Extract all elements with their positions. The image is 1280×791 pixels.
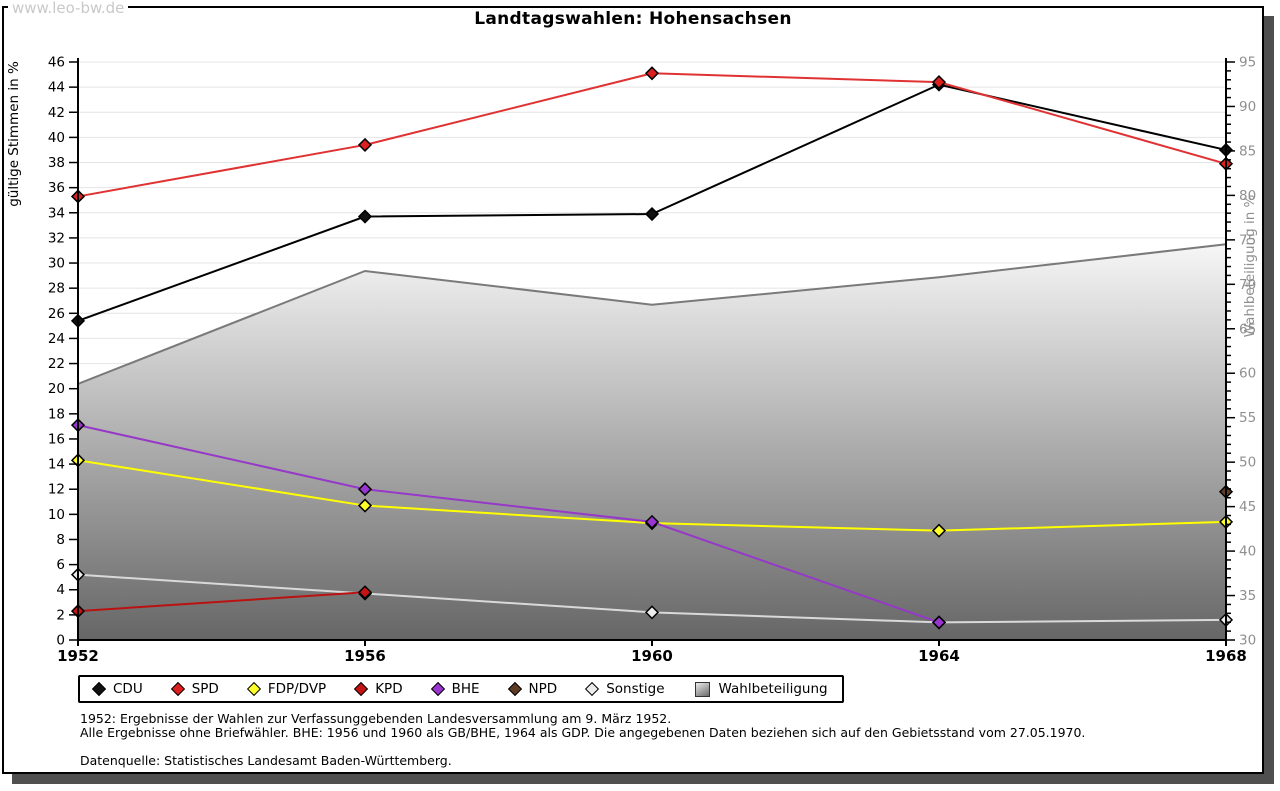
- right-tick-label: 75: [1239, 232, 1256, 248]
- wahlbeteiligung-edge: [77, 243, 1227, 385]
- right-tick-label: 35: [1239, 588, 1256, 604]
- right-axis-title: Wahlbeteiligung in %: [1242, 194, 1258, 337]
- left-tick-label: 42: [48, 105, 65, 121]
- legend-label: SPD: [191, 681, 219, 697]
- x-tick-label: 1956: [344, 647, 386, 665]
- legend-label: NPD: [528, 681, 558, 697]
- right-tick-label: 30: [1239, 633, 1256, 649]
- legend-label: CDU: [113, 681, 143, 697]
- series-bhe-marker: [357, 482, 373, 497]
- series-cdu-marker: [644, 206, 660, 222]
- left-tick-label: 6: [56, 557, 65, 573]
- left-tick-label: 40: [48, 130, 65, 146]
- chart-plot-area: 0246810121416182022242628303234363840424…: [6, 55, 1258, 666]
- x-tick-label: 1952: [57, 647, 99, 665]
- left-tick-label: 38: [48, 155, 65, 171]
- series-kpd-line: [77, 591, 366, 613]
- right-tick-label: 90: [1239, 99, 1256, 115]
- footnote-line: Datenquelle: Statistisches Landesamt Bad…: [80, 753, 452, 768]
- wahlbeteiligung-area: [78, 244, 1226, 641]
- legend-marker-icon: [507, 681, 522, 697]
- footnote-line: 1952: Ergebnisse der Wahlen zur Verfassu…: [80, 711, 672, 726]
- legend-label: Wahlbeteiligung: [718, 681, 828, 697]
- legend-marker-icon: [91, 681, 107, 697]
- chart-window: www.leo-bw.de Landtagswahlen: Hohensachs…: [2, 0, 1264, 774]
- left-tick-label: 8: [56, 532, 65, 548]
- left-tick-label: 16: [48, 431, 65, 447]
- legend-marker-icon: [585, 681, 600, 697]
- series-cdu-marker: [357, 209, 373, 224]
- right-tick-label: 45: [1239, 499, 1256, 515]
- legend-marker-icon: [170, 681, 185, 697]
- series-bhe-line: [77, 424, 940, 624]
- right-tick-label: 50: [1239, 455, 1256, 471]
- series-fdp-dvp-marker: [357, 498, 373, 513]
- legend-item-kpd: KPD: [354, 681, 403, 697]
- left-tick-label: 32: [48, 230, 65, 246]
- left-tick-label: 22: [48, 356, 65, 372]
- legend-label: Sonstige: [606, 681, 665, 697]
- left-tick-label: 14: [48, 457, 65, 473]
- left-tick-label: 4: [56, 582, 65, 598]
- footnote-line: [80, 740, 1085, 754]
- series-spd-marker: [931, 75, 947, 90]
- series-spd-line: [77, 72, 1227, 198]
- legend-label: BHE: [451, 681, 480, 697]
- right-tick-label: 85: [1239, 143, 1256, 159]
- left-tick-label: 24: [48, 331, 65, 347]
- legend-marker-icon: [430, 681, 445, 697]
- left-tick-label: 20: [48, 381, 65, 397]
- series-bhe-marker: [644, 514, 660, 529]
- legend-item-npd: NPD: [507, 681, 558, 697]
- left-tick-label: 0: [56, 633, 65, 649]
- legend-item-wahlbeteiligung: Wahlbeteiligung: [694, 681, 828, 697]
- right-tick-label: 55: [1239, 410, 1256, 426]
- series-spd-marker: [357, 137, 373, 152]
- left-tick-label: 2: [56, 607, 65, 623]
- right-tick-label: 70: [1239, 277, 1256, 293]
- legend-area-marker-icon: [694, 681, 710, 697]
- footnotes: 1952: Ergebnisse der Wahlen zur Verfassu…: [80, 712, 1085, 768]
- left-tick-label: 18: [48, 406, 65, 422]
- series-bhe-marker: [931, 615, 947, 630]
- left-tick-label: 46: [48, 55, 65, 71]
- series-fdp-dvp-marker: [931, 523, 947, 538]
- left-axis-title: gültige Stimmen in %: [6, 61, 22, 207]
- left-tick-label: 34: [48, 205, 65, 221]
- right-tick-label: 95: [1239, 55, 1256, 71]
- left-tick-label: 30: [48, 256, 65, 272]
- legend-marker-icon: [246, 681, 261, 697]
- series-spd-marker: [644, 66, 660, 81]
- x-tick-label: 1964: [918, 647, 960, 665]
- left-tick-label: 28: [48, 281, 65, 297]
- left-tick-label: 44: [48, 80, 65, 96]
- legend-label: KPD: [375, 681, 403, 697]
- x-tick-label: 1968: [1205, 647, 1247, 665]
- series-sonstige-marker: [644, 605, 660, 620]
- watermark: www.leo-bw.de: [8, 0, 129, 17]
- left-tick-label: 26: [48, 306, 65, 322]
- legend-marker-icon: [354, 681, 369, 697]
- legend-label: FDP/DVP: [267, 681, 327, 697]
- chart-title: Landtagswahlen: Hohensachsen: [474, 9, 792, 29]
- left-tick-label: 12: [48, 482, 65, 498]
- legend-item-fdp-dvp: FDP/DVP: [246, 681, 327, 697]
- right-tick-label: 60: [1239, 366, 1256, 382]
- right-tick-label: 65: [1239, 321, 1256, 337]
- series-kpd-marker: [357, 585, 373, 600]
- legend-item-cdu: CDU: [91, 681, 143, 697]
- legend-item-spd: SPD: [170, 681, 219, 697]
- left-tick-label: 10: [48, 507, 65, 523]
- right-tick-label: 80: [1239, 188, 1256, 204]
- right-tick-label: 40: [1239, 544, 1256, 560]
- legend: CDU SPD FDP/DVP KPD BHE NPD Sonstige Wahlbeteil…: [78, 675, 844, 703]
- legend-item-sonstige: Sonstige: [585, 681, 665, 697]
- left-tick-label: 36: [48, 180, 65, 196]
- footnote-line: Alle Ergebnisse ohne Briefwähler. BHE: 1…: [80, 725, 1086, 740]
- x-tick-label: 1960: [631, 647, 673, 665]
- legend-item-bhe: BHE: [430, 681, 480, 697]
